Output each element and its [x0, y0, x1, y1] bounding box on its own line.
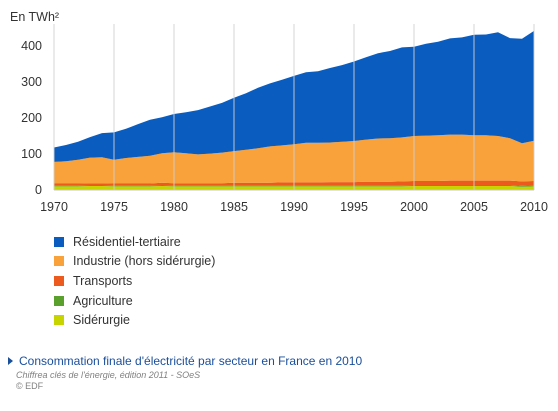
x-tick-label: 1970	[40, 200, 68, 214]
vertical-gridlines	[53, 24, 535, 190]
legend-label: Transports	[73, 273, 133, 288]
legend-swatch-residentiel	[54, 236, 64, 247]
x-tick-label: 1985	[220, 200, 248, 214]
x-tick-label: 1990	[280, 200, 308, 214]
y-axis-ticks: 0 100 200 300 400	[21, 39, 42, 197]
legend-item: Transports	[54, 271, 215, 291]
caption-title[interactable]: Consommation finale d'électricité par se…	[19, 354, 363, 368]
x-tick-label: 2005	[460, 200, 488, 214]
legend-item: Industrie (hors sidérurgie)	[54, 252, 215, 272]
caret-right-icon	[8, 357, 13, 365]
legend-item: Sidérurgie	[54, 310, 215, 330]
legend-label: Résidentiel-tertiaire	[73, 234, 181, 249]
legend-swatch-transports	[54, 275, 64, 286]
x-axis-ticks: 1970 1975 1980 1985 1990 1995 2000 2005 2010	[40, 200, 548, 214]
x-tick-label: 1975	[100, 200, 128, 214]
caption-title-line[interactable]: Consommation finale d'électricité par se…	[8, 354, 362, 368]
caption-source: Chiffrea clés de l'énergie, édition 2011…	[16, 370, 201, 380]
x-tick-label: 1995	[340, 200, 368, 214]
caption: Consommation finale d'électricité par se…	[8, 354, 362, 391]
legend-swatch-industrie	[54, 256, 64, 267]
x-tick-label: 1980	[160, 200, 188, 214]
y-tick-label: 0	[35, 183, 42, 197]
y-tick-label: 300	[21, 75, 42, 89]
y-tick-label: 400	[21, 39, 42, 53]
x-tick-label: 2000	[400, 200, 428, 214]
legend: Résidentiel-tertiaire Industrie (hors si…	[54, 232, 215, 330]
legend-item: Résidentiel-tertiaire	[54, 232, 215, 252]
y-tick-label: 100	[21, 147, 42, 161]
legend-label: Industrie (hors sidérurgie)	[73, 254, 216, 269]
caption-copyright: © EDF	[16, 381, 44, 391]
legend-swatch-agriculture	[54, 295, 64, 306]
legend-item: Agriculture	[54, 291, 215, 311]
legend-label: Agriculture	[73, 293, 133, 308]
x-tick-label: 2010	[520, 200, 548, 214]
legend-label: Sidérurgie	[73, 313, 130, 328]
unit-label: En TWh²	[10, 10, 59, 24]
legend-swatch-siderurgie	[54, 315, 64, 326]
y-tick-label: 200	[21, 111, 42, 125]
